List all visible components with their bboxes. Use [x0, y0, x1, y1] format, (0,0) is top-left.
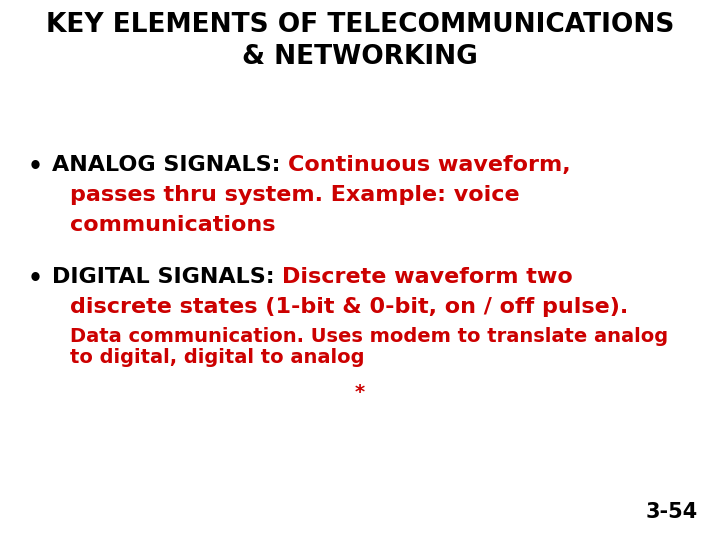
Text: discrete states (1-bit & 0-bit, on / off pulse).: discrete states (1-bit & 0-bit, on / off…	[70, 297, 629, 317]
Text: •: •	[28, 267, 43, 291]
Text: Data communication. Uses modem to translate analog: Data communication. Uses modem to transl…	[70, 327, 668, 346]
Text: communications: communications	[70, 215, 276, 235]
Text: •: •	[28, 155, 43, 179]
Text: ANALOG SIGNALS:: ANALOG SIGNALS:	[52, 155, 288, 175]
Text: KEY ELEMENTS OF TELECOMMUNICATIONS
& NETWORKING: KEY ELEMENTS OF TELECOMMUNICATIONS & NET…	[46, 12, 674, 70]
Text: *: *	[355, 383, 365, 402]
Text: passes thru system. Example: voice: passes thru system. Example: voice	[70, 185, 520, 205]
Text: Discrete waveform two: Discrete waveform two	[282, 267, 573, 287]
Text: DIGITAL SIGNALS:: DIGITAL SIGNALS:	[52, 267, 282, 287]
Text: Continuous waveform,: Continuous waveform,	[288, 155, 571, 175]
Text: 3-54: 3-54	[646, 502, 698, 522]
Text: to digital, digital to analog: to digital, digital to analog	[70, 348, 364, 367]
